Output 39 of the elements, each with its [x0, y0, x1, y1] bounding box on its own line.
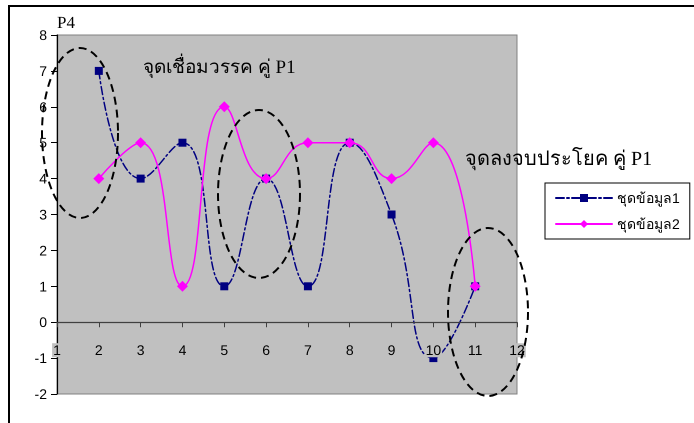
- point: [386, 173, 398, 184]
- x-tick-label: 7: [304, 342, 312, 358]
- point: [178, 138, 186, 147]
- point: [136, 174, 145, 183]
- point: [135, 137, 146, 148]
- y-axis-title: P4: [57, 13, 76, 32]
- point: [176, 280, 188, 292]
- x-tick-label: 4: [178, 342, 187, 358]
- point: [220, 282, 228, 290]
- y-tick-label: 0: [39, 314, 48, 330]
- x-tick-label: 9: [388, 342, 396, 358]
- point: [304, 282, 312, 290]
- y-tick-label: 2: [39, 242, 48, 258]
- y-tick-label: 7: [39, 62, 48, 79]
- legend-label: ชุดข้อมูล1: [617, 190, 680, 207]
- y-tick-label: -1: [34, 350, 48, 366]
- y-tick-label: 3: [39, 206, 48, 222]
- x-tick-label: 12: [509, 342, 525, 358]
- y-tick-label: 8: [39, 27, 48, 43]
- annotation: จุดลงจบประโยค คู่ P1: [465, 147, 652, 171]
- x-tick-label: 10: [426, 342, 442, 358]
- x-tick-label: 8: [346, 342, 354, 358]
- x-tick-label: 1: [53, 342, 62, 358]
- point: [302, 137, 314, 148]
- x-tick-label: 2: [94, 342, 103, 358]
- point: [388, 210, 396, 218]
- x-tick-label: 11: [468, 342, 483, 358]
- y-tick-label: -2: [34, 386, 48, 402]
- point: [93, 173, 104, 184]
- x-tick-label: 5: [220, 342, 228, 358]
- legend-label: ชุดข้อมูล2: [617, 216, 680, 233]
- x-tick-label: 6: [262, 342, 270, 358]
- point: [94, 66, 103, 75]
- y-tick-label: 4: [39, 170, 48, 187]
- x-tick-label: 3: [136, 342, 145, 358]
- point: [218, 101, 230, 112]
- annotation: จุดเชื่อมวรรค คู่ P1: [143, 53, 296, 79]
- y-tick-label: 1: [39, 278, 48, 294]
- point: [428, 137, 439, 148]
